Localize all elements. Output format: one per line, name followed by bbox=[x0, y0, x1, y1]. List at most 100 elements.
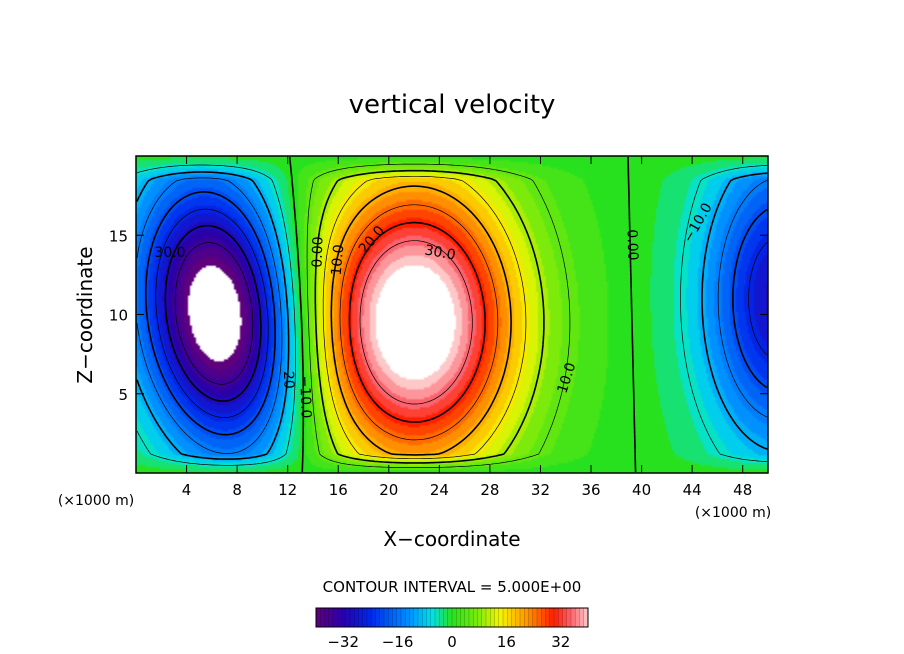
colorbar-frame bbox=[315, 607, 589, 628]
colorbar-swatch bbox=[328, 608, 334, 627]
colorbar-swatch bbox=[388, 608, 393, 627]
colorbar-tick-label: 0 bbox=[447, 633, 457, 651]
colorbar-swatch bbox=[515, 608, 521, 627]
colorbar-swatch bbox=[464, 608, 470, 627]
colorbar-swatch bbox=[524, 608, 529, 627]
colorbar-swatch bbox=[422, 608, 427, 627]
x-tick-label: 12 bbox=[278, 481, 297, 499]
colorbar-swatch bbox=[379, 608, 385, 627]
x-tick-label: 40 bbox=[632, 481, 651, 499]
colorbar-swatch bbox=[316, 608, 321, 627]
colorbar-swatch bbox=[337, 608, 342, 627]
contour-level bbox=[339, 204, 499, 441]
colorbar-swatch bbox=[375, 608, 381, 627]
colorbar-swatch bbox=[333, 608, 338, 627]
x-tick-label: 28 bbox=[480, 481, 499, 499]
colorbar-swatch bbox=[354, 608, 359, 627]
colorbar-swatch bbox=[477, 608, 483, 627]
colorbar-swatch bbox=[447, 608, 453, 627]
x-axis-label: X−coordinate bbox=[383, 527, 520, 551]
x-tick-label: 44 bbox=[683, 481, 702, 499]
contour-label: −20 bbox=[279, 359, 296, 389]
y-tick-label: 15 bbox=[109, 227, 128, 245]
colorbar-tick-label: 32 bbox=[551, 633, 570, 651]
contour-level bbox=[306, 163, 571, 468]
colorbar-swatch bbox=[511, 608, 517, 627]
contour-level bbox=[155, 208, 768, 418]
contour-level bbox=[348, 221, 486, 423]
y-axis: 5 10 15 bbox=[109, 227, 768, 404]
colorbar-swatch bbox=[350, 608, 355, 627]
colorbar-swatch bbox=[443, 608, 449, 627]
colorbar-swatch bbox=[435, 608, 440, 627]
x-tick-label: 8 bbox=[232, 481, 242, 499]
colorbar-tick-label: 16 bbox=[497, 633, 516, 651]
contour-level bbox=[288, 156, 637, 473]
colorbar-swatches bbox=[315, 608, 589, 627]
y-axis-label: Z−coordinate bbox=[73, 246, 97, 383]
colorbar-swatch bbox=[452, 608, 457, 627]
colorbar-swatch bbox=[460, 608, 466, 627]
colorbar-swatch bbox=[413, 608, 419, 627]
x-unit-left: (×1000 m) bbox=[58, 493, 134, 509]
colorbar-swatch bbox=[537, 608, 542, 627]
colorbar-swatch bbox=[409, 608, 415, 627]
colorbar-swatch bbox=[405, 608, 410, 627]
colorbar-swatch bbox=[384, 608, 389, 627]
colorbar-swatch bbox=[498, 608, 504, 627]
colorbar-swatch bbox=[566, 608, 572, 627]
contour-label: 10.0 bbox=[329, 244, 348, 276]
contour-level bbox=[322, 175, 527, 460]
contour-level bbox=[359, 240, 473, 405]
contour-label: 30.0 bbox=[423, 242, 456, 263]
colorbar-swatch bbox=[579, 608, 585, 627]
colorbar-swatch bbox=[528, 608, 534, 627]
y-tick-label: 10 bbox=[109, 307, 128, 325]
colorbar-swatch bbox=[418, 608, 423, 627]
heatmap-field bbox=[136, 156, 768, 473]
contour-level bbox=[164, 224, 262, 402]
colorbar-swatch bbox=[554, 608, 559, 627]
colorbar-swatch bbox=[562, 608, 568, 627]
colorbar-tick-label: −16 bbox=[382, 633, 414, 651]
colorbar-swatch bbox=[371, 608, 376, 627]
y-tick-label: 5 bbox=[118, 386, 128, 404]
colorbar-swatch bbox=[367, 608, 372, 627]
colorbar-swatch bbox=[545, 608, 551, 627]
colorbar-swatch bbox=[571, 608, 576, 627]
colorbar-swatch bbox=[426, 608, 432, 627]
colorbar-swatch bbox=[486, 608, 491, 627]
colorbar-swatch bbox=[320, 608, 325, 627]
colorbar-swatch bbox=[532, 608, 538, 627]
colorbar-ticks: −32 −16 0 16 32 bbox=[327, 633, 570, 651]
colorbar-swatch bbox=[481, 608, 487, 627]
colorbar: −32 −16 0 16 32 bbox=[315, 607, 589, 651]
colorbar-swatch bbox=[541, 608, 546, 627]
colorbar-swatch bbox=[490, 608, 495, 627]
colorbar-swatch bbox=[575, 608, 580, 627]
colorbar-swatch bbox=[558, 608, 563, 627]
colorbar-swatch bbox=[549, 608, 555, 627]
colorbar-swatch bbox=[494, 608, 500, 627]
colorbar-swatch bbox=[358, 608, 364, 627]
colorbar-swatch bbox=[473, 608, 478, 627]
contour-label: 30.0 bbox=[154, 245, 185, 261]
colorbar-swatch bbox=[341, 608, 347, 627]
colorbar-tick-label: −32 bbox=[327, 633, 359, 651]
colorbar-swatch bbox=[396, 608, 402, 627]
x-tick-label: 32 bbox=[531, 481, 550, 499]
colorbar-swatch bbox=[507, 608, 512, 627]
contour-level bbox=[330, 185, 512, 456]
x-tick-label: 16 bbox=[329, 481, 348, 499]
contour-level bbox=[314, 169, 545, 464]
colorbar-swatch bbox=[503, 608, 508, 627]
chart-title: vertical velocity bbox=[349, 90, 556, 120]
x-tick-label: 48 bbox=[733, 481, 752, 499]
contour-interval-text: CONTOUR INTERVAL = 5.000E+00 bbox=[323, 578, 582, 596]
colorbar-swatch bbox=[401, 608, 406, 627]
colorbar-swatch bbox=[345, 608, 351, 627]
contour-level bbox=[136, 171, 768, 460]
colorbar-swatch bbox=[430, 608, 436, 627]
contour-lines bbox=[136, 156, 768, 473]
